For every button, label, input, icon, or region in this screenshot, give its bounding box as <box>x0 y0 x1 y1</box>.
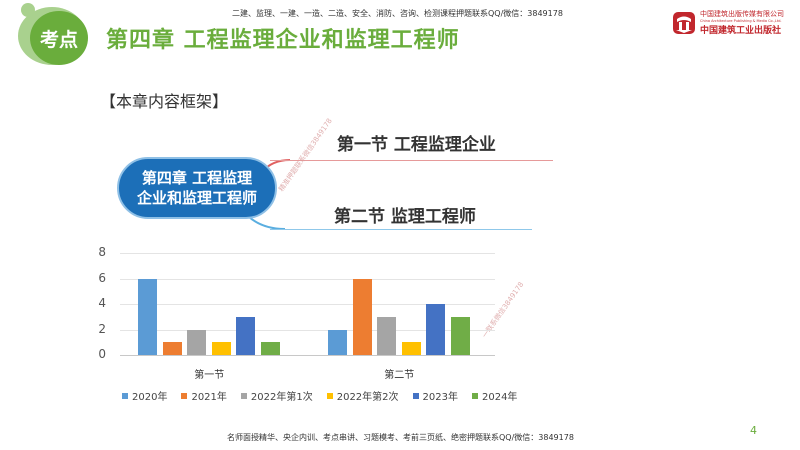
topic-badge: 考点 <box>18 3 88 65</box>
publisher-logo-icon <box>672 11 696 35</box>
bar <box>138 278 157 355</box>
mind-map-center-node: 第四章 工程监理 企业和监理工程师 <box>117 157 277 219</box>
gridline <box>120 329 495 331</box>
legend-item: 2021年 <box>181 388 227 403</box>
bar <box>211 342 231 355</box>
bar <box>450 316 470 355</box>
branch-underline-2 <box>270 229 532 230</box>
page-number: 4 <box>750 424 757 437</box>
badge-label: 考点 <box>30 11 88 65</box>
bar <box>352 278 372 355</box>
center-node-line1: 第四章 工程监理 <box>141 169 253 187</box>
legend-label: 2022年第1次 <box>250 392 313 403</box>
bar <box>377 316 396 355</box>
publisher-name-cn: 中国建筑出版传媒有限公司 <box>700 10 784 18</box>
legend-swatch-icon <box>122 392 128 399</box>
legend-swatch-icon <box>240 392 247 399</box>
section-heading: 【本章内容框架】 <box>100 92 229 111</box>
legend-item: 2022年第2次 <box>326 388 399 403</box>
legend-item: 2024年 <box>471 388 518 403</box>
bar <box>187 329 206 355</box>
legend-label: 2023年 <box>422 392 458 403</box>
mind-map-branch-1: 第一节 工程监理企业 <box>337 135 496 155</box>
publisher-name-en: China Architecture Publishing & Media Co… <box>700 19 782 23</box>
footer-contact-note: 名师面授精华、央企内训、考点串讲、习题模考、考前三页纸、绝密押题联系QQ/微信：… <box>227 433 574 442</box>
legend-label: 2020年 <box>132 392 168 403</box>
bar <box>236 316 255 355</box>
x-axis-category-label: 第二节 <box>384 370 415 381</box>
publisher-name-calligraphy: 中国建筑工业出版社 <box>700 26 782 36</box>
y-axis-tick-label: 2 <box>98 321 106 336</box>
x-axis-category-label: 第一节 <box>194 370 225 381</box>
gridline <box>120 253 495 254</box>
bar <box>401 342 421 355</box>
header-contact-note: 二建、监理、一建、一造、二造、安全、消防、咨询、检测课程押题联系QQ/微信：38… <box>232 9 563 18</box>
chart-legend: 2020年 2021年 2022年第1次 2022年第2次 2023年 2024年 <box>122 388 517 403</box>
legend-label: 2022年第2次 <box>336 392 399 403</box>
bar <box>162 342 182 355</box>
gridline <box>120 278 495 280</box>
y-axis-tick-label: 8 <box>98 245 106 259</box>
publisher-logo: 中国建筑出版传媒有限公司 China Architecture Publishi… <box>672 9 784 36</box>
y-axis-tick-label: 4 <box>98 296 106 310</box>
legend-label: 2021年 <box>191 392 227 403</box>
legend-swatch-icon <box>181 392 188 399</box>
legend-item: 2020年 <box>122 388 167 403</box>
page-title: 第四章 工程监理企业和监理工程师 <box>106 28 460 53</box>
bar <box>328 329 347 355</box>
bar-chart: 0 2 4 6 8 第一节 第二节 <box>90 245 510 405</box>
bar <box>426 304 445 355</box>
legend-swatch-icon <box>412 392 419 399</box>
y-axis-tick-label: 6 <box>98 270 106 285</box>
legend-item: 2022年第1次 <box>240 388 313 403</box>
x-axis-baseline <box>120 355 495 356</box>
legend-item: 2023年 <box>412 388 458 403</box>
mind-map-branch-2: 第二节 监理工程师 <box>334 207 476 227</box>
legend-label: 2024年 <box>481 392 518 403</box>
gridline <box>120 304 495 305</box>
badge-dot-decoration <box>21 3 35 17</box>
y-axis-tick-label: 0 <box>98 347 106 361</box>
legend-swatch-icon <box>471 392 478 399</box>
bar <box>260 342 280 355</box>
legend-swatch-icon <box>326 392 333 399</box>
center-node-line2: 企业和监理工程师 <box>136 189 257 207</box>
branch-underline-1 <box>270 160 553 161</box>
